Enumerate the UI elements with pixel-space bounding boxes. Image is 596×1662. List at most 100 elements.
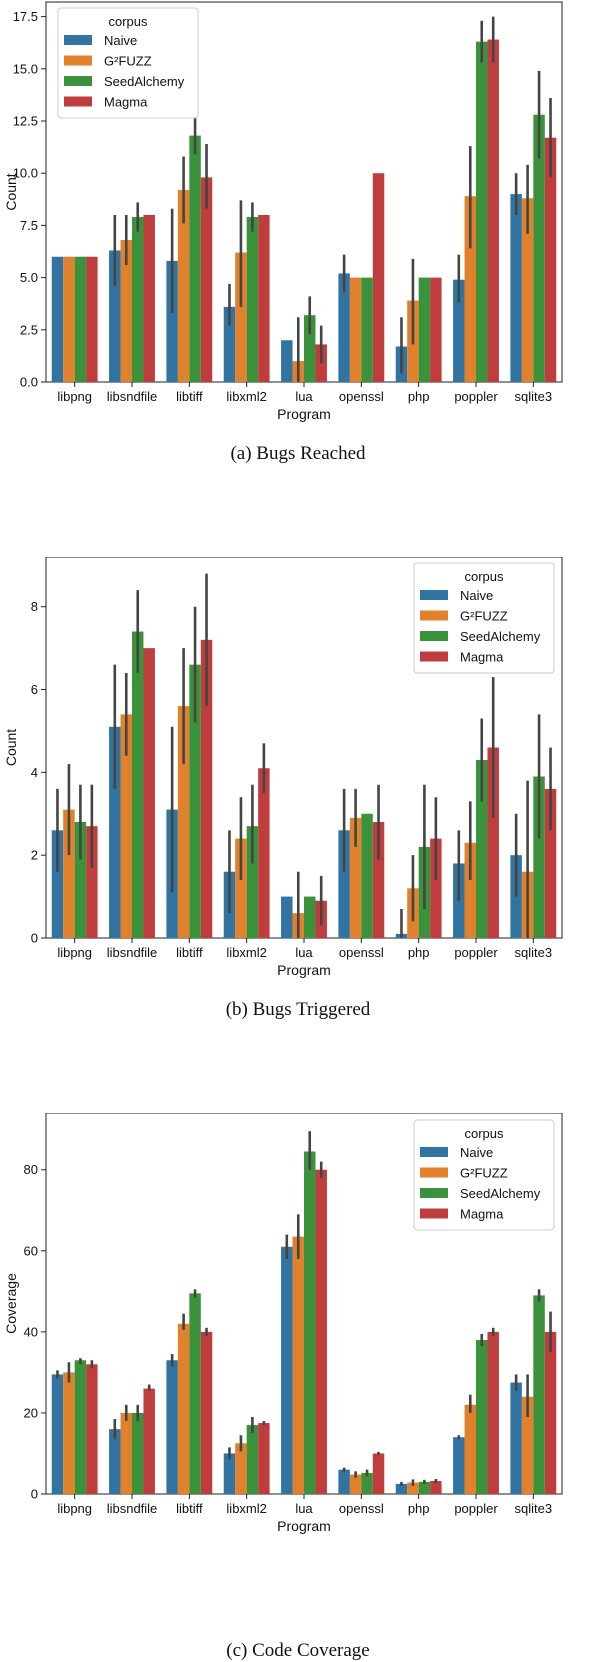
legend-box: [413, 562, 555, 674]
bar-php-magma: [430, 277, 442, 382]
bar-libpng-g-fuzz: [63, 809, 75, 938]
y-tick-label: 4: [31, 765, 38, 780]
bar-poppler-magma: [487, 1331, 499, 1494]
bar-libpng-seedalchemy: [74, 822, 87, 938]
bar-php-seedalchemy: [418, 277, 431, 382]
bar-libpng-naive: [51, 830, 64, 938]
x-tick-label-poppler: poppler: [454, 945, 498, 960]
bar-libtiff-seedalchemy: [189, 135, 201, 382]
legend-swatch-magma: [420, 651, 448, 662]
y-tick-label: 20: [24, 1405, 38, 1420]
bar-libpng-seedalchemy: [74, 1360, 87, 1494]
legend-swatch-naive: [64, 35, 92, 45]
bar-openssl-naive: [338, 830, 350, 938]
bar-libxml2-magma: [258, 768, 270, 938]
bar-lua-naive: [281, 340, 293, 382]
bar-libsndfile-magma: [143, 648, 155, 938]
bar-libxml2-seedalchemy: [246, 217, 259, 382]
y-tick-label: 40: [24, 1324, 38, 1339]
bar-poppler-naive: [453, 279, 465, 382]
x-tick-label-libpng: libpng: [57, 1501, 92, 1516]
y-axis-label: Coverage: [3, 1273, 19, 1334]
x-axis-label: Program: [277, 962, 331, 978]
bar-poppler-magma: [487, 747, 499, 938]
bar-libxml2-naive: [223, 306, 236, 382]
x-tick-label-libxml2: libxml2: [226, 389, 266, 404]
bar-openssl-magma: [372, 173, 385, 382]
x-tick-label-libpng: libpng: [57, 945, 92, 960]
legend-label-seedalchemy: SeedAlchemy: [460, 1186, 541, 1201]
bar-libxml2-magma: [258, 1423, 270, 1494]
y-tick-label: 6: [31, 682, 38, 697]
y-tick-label: 0: [31, 1487, 38, 1502]
legend-swatch-g-fuzz: [420, 1167, 448, 1178]
bar-poppler-seedalchemy: [476, 1339, 488, 1494]
legend-swatch-magma: [64, 96, 92, 107]
bar-libsndfile-g-fuzz: [120, 1412, 132, 1494]
legend-label-naive: Naive: [460, 588, 493, 603]
bar-sqlite3-seedalchemy: [533, 114, 545, 382]
bar-libtiff-g-fuzz: [177, 706, 190, 938]
x-tick-label-libxml2: libxml2: [226, 945, 266, 960]
bar-libtiff-magma: [200, 639, 213, 938]
bar-libxml2-seedalchemy: [246, 1425, 259, 1494]
chart-bugs-reached: 0.0 2.5 5.0 7.5 10.0 12.5 15.0 17.5 Count libpng l…: [0, 0, 596, 500]
bar-libsndfile-magma: [143, 214, 155, 382]
legend-box: [413, 1119, 555, 1231]
bar-libsndfile-g-fuzz: [120, 240, 132, 382]
bar-libpng-seedalchemy: [74, 256, 87, 382]
bar-libpng-magma: [86, 1364, 98, 1494]
bar-libsndfile-naive: [109, 250, 121, 382]
y-tick-label: 60: [24, 1243, 38, 1258]
x-tick-label-poppler: poppler: [454, 1501, 498, 1516]
bar-libpng-naive: [51, 256, 64, 382]
x-tick-label-sqlite3: sqlite3: [515, 945, 553, 960]
bar-lua-naive: [281, 1246, 293, 1494]
bar-php-naive: [395, 1483, 408, 1494]
bar-openssl-seedalchemy: [361, 813, 373, 938]
bar-php-magma: [430, 838, 442, 938]
bar-libsndfile-naive: [109, 1429, 121, 1494]
plot-group: 0 20 40 60 80 Coverage libpng libsndfile libtiff…: [3, 1113, 563, 1534]
legend-swatch-g-fuzz: [420, 610, 448, 621]
bar-poppler-g-fuzz: [464, 842, 476, 938]
legend-swatch-seedalchemy: [64, 76, 92, 86]
y-tick-label: 8: [31, 599, 38, 614]
bar-sqlite3-magma: [544, 788, 557, 938]
bar-lua-g-fuzz: [292, 1236, 304, 1494]
legend-label-seedalchemy: SeedAlchemy: [460, 629, 541, 644]
bar-php-seedalchemy: [418, 1481, 431, 1494]
legend-label-naive: Naive: [104, 33, 137, 48]
x-tick-label-openssl: openssl: [339, 1501, 384, 1516]
bar-lua-magma: [315, 1169, 327, 1494]
bar-libxml2-g-fuzz: [235, 252, 247, 382]
bar-openssl-g-fuzz: [349, 1474, 362, 1494]
y-tick-label: 2.5: [20, 322, 38, 337]
bar-libsndfile-seedalchemy: [132, 631, 144, 938]
bar-libtiff-seedalchemy: [189, 1293, 201, 1494]
legend-box: [57, 7, 199, 119]
caption-bugs-triggered: (b) Bugs Triggered: [225, 999, 371, 1020]
x-tick-label-lua: lua: [295, 1501, 313, 1516]
x-tick-label-php: php: [408, 945, 430, 960]
bar-libtiff-magma: [200, 177, 213, 382]
x-tick-label-libxml2: libxml2: [226, 1501, 266, 1516]
bar-sqlite3-naive: [510, 855, 522, 938]
bar-libtiff-naive: [166, 1360, 178, 1494]
bar-openssl-magma: [372, 1453, 385, 1494]
bar-libtiff-g-fuzz: [177, 189, 190, 382]
legend-label-g-fuzz: G²FUZZ: [460, 1166, 508, 1181]
legend-label-magma: Magma: [460, 1207, 504, 1222]
legend-swatch-seedalchemy: [420, 1188, 448, 1198]
bar-openssl-g-fuzz: [349, 277, 362, 382]
legend-label-seedalchemy: SeedAlchemy: [104, 74, 185, 89]
code-coverage-plot: 0 20 40 60 80 Coverage libpng libsndfile libtiff…: [3, 1113, 563, 1534]
legend-swatch-magma: [420, 1208, 448, 1219]
legend-label-magma: Magma: [104, 95, 148, 110]
bugs-triggered-plot: 0 2 4 6 8 Count libpng libsndfile libtiff libxml2…: [3, 557, 563, 978]
legend-swatch-naive: [420, 590, 448, 600]
bar-libsndfile-g-fuzz: [120, 714, 132, 938]
legend-title: corpus: [464, 569, 504, 584]
